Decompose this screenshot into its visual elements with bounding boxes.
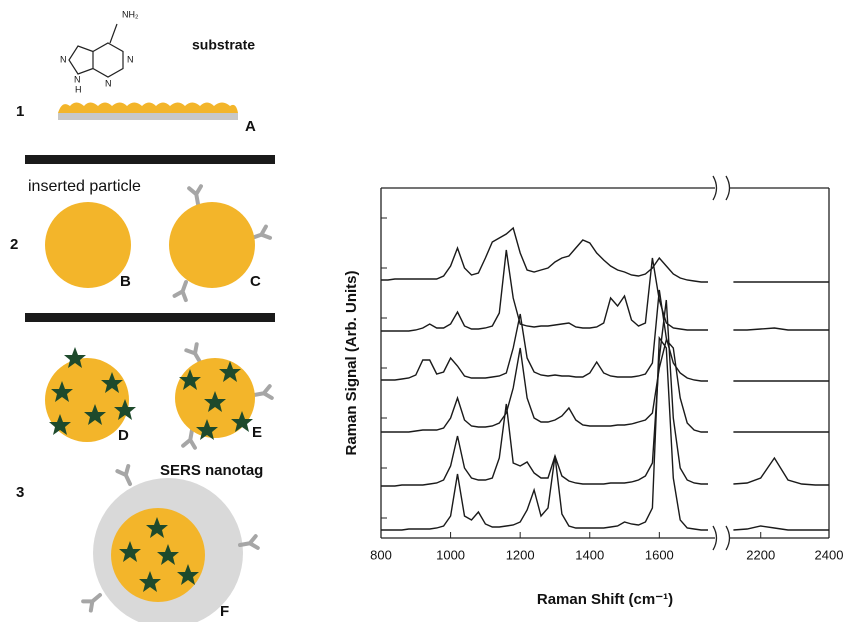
particle: [169, 202, 255, 288]
figure: NH₂ N N N N H substrate 1 A inserted par…: [0, 0, 849, 622]
chart: Raman Shift (cm⁻¹) Raman Signal (Arb. Un…: [343, 176, 843, 608]
divider: [25, 155, 275, 164]
spectrum: [381, 300, 708, 486]
x-tick-label: 1400: [575, 547, 604, 562]
item-label: A: [245, 118, 256, 135]
step-number: 2: [10, 236, 18, 253]
x-axis-label: Raman Shift (cm⁻¹): [537, 591, 673, 608]
substrate-label: substrate: [192, 37, 255, 53]
x-tick-label: 2400: [815, 547, 844, 562]
item-label: D: [118, 427, 129, 444]
section-label: SERS nanotag: [160, 462, 263, 479]
divider: [25, 313, 275, 322]
step-number: 1: [16, 103, 24, 120]
x-tick-label: 1600: [645, 547, 674, 562]
gold-film: [58, 103, 238, 114]
atom-label: NH₂: [122, 9, 139, 19]
atom-label: H: [75, 84, 82, 94]
atom-label: N: [105, 78, 112, 88]
substrate: [58, 113, 238, 120]
atom-label: N: [60, 54, 67, 64]
y-axis-label: Raman Signal (Arb. Units): [343, 270, 360, 455]
item-label: B: [120, 273, 131, 290]
step-number: 3: [16, 484, 24, 501]
particle: [45, 202, 131, 288]
section-label: inserted particle: [28, 178, 141, 195]
spectrum: [381, 228, 708, 282]
item-label: C: [250, 273, 261, 290]
atom-label: N: [127, 54, 134, 64]
spectrum: [733, 328, 829, 330]
diagram: NH₂ N N N N H substrate 1 A inserted par…: [10, 9, 275, 622]
x-tick-label: 1000: [436, 547, 465, 562]
spectrum: [733, 458, 829, 485]
item-label: E: [252, 424, 262, 441]
x-tick-label: 1200: [506, 547, 535, 562]
item-label: F: [220, 603, 229, 620]
x-tick-label: 2200: [746, 547, 775, 562]
molecule: [69, 24, 123, 77]
spectrum: [733, 526, 829, 530]
atom-label: N: [74, 74, 81, 84]
x-tick-label: 800: [370, 547, 392, 562]
